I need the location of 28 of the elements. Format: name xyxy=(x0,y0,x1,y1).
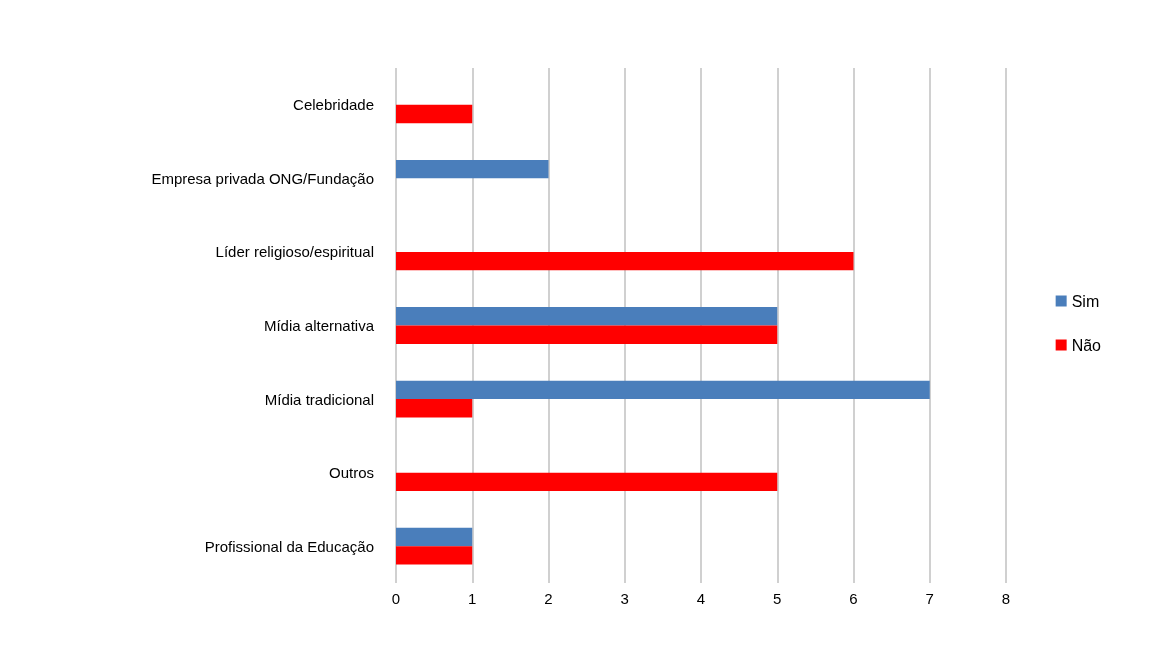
bar xyxy=(396,325,778,344)
bar xyxy=(396,546,473,565)
x-tick-label: 0 xyxy=(391,590,401,607)
x-tick-label: 7 xyxy=(925,590,934,607)
x-tick-label: 8 xyxy=(1001,590,1011,607)
y-tick-label: Empresa privada ONG/Fundação xyxy=(151,169,374,187)
bar xyxy=(396,251,854,271)
y-tick-label: Profissional da Educação xyxy=(204,537,374,555)
x-tick-label: 6 xyxy=(849,590,858,607)
y-tick-label: Líder religioso/espiritual xyxy=(215,243,374,261)
bar xyxy=(396,399,473,418)
bar xyxy=(396,380,930,400)
y-tick-label: Mídia alternativa xyxy=(263,317,375,334)
x-tick-label: 1 xyxy=(468,590,477,607)
bar xyxy=(396,159,549,179)
bar xyxy=(396,104,473,124)
legend-label: Sim xyxy=(1071,292,1100,310)
y-tick-label: Celebridade xyxy=(293,96,374,114)
bar xyxy=(396,307,778,326)
y-tick-label: Mídia tradicional xyxy=(264,390,374,408)
x-tick-label: 4 xyxy=(696,590,706,607)
x-tick-label: 2 xyxy=(544,590,553,607)
bar xyxy=(396,527,473,547)
x-tick-label: 3 xyxy=(620,590,629,607)
bar xyxy=(396,472,778,492)
y-tick-label: Outros xyxy=(328,464,374,482)
x-tick-label: 5 xyxy=(773,590,782,607)
legend-label: Não xyxy=(1071,336,1102,354)
